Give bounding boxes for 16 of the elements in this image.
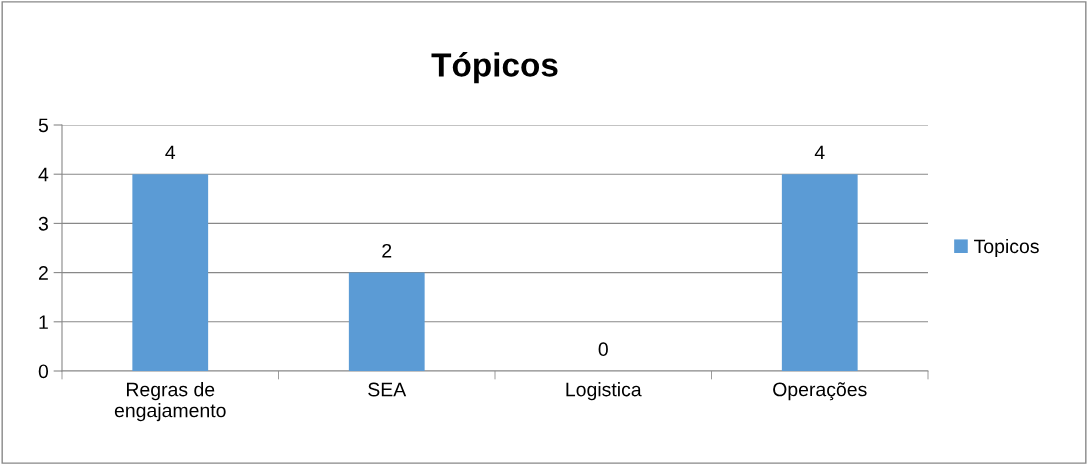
x-tick-label: Logistica [566,382,642,401]
x-tick-label: Operações [773,382,867,401]
data-label: 0 [598,342,608,357]
y-tick-label: 3 [38,216,48,231]
y-tick-label: 2 [38,266,48,280]
data-label: 4 [165,145,176,160]
data-label: 4 [814,145,825,160]
y-tick-label: 1 [39,315,48,329]
y-tick-label: 0 [38,364,49,379]
x-tick-label: Regras de engajamento [114,382,226,422]
x-tick-label: SEA [368,382,407,397]
data-label: 2 [382,243,392,258]
legend-label: Topicos [974,238,1039,258]
chart-title: Tópicos [431,51,558,84]
y-tick-label: 5 [38,118,48,133]
y-tick-label: 4 [38,167,49,182]
